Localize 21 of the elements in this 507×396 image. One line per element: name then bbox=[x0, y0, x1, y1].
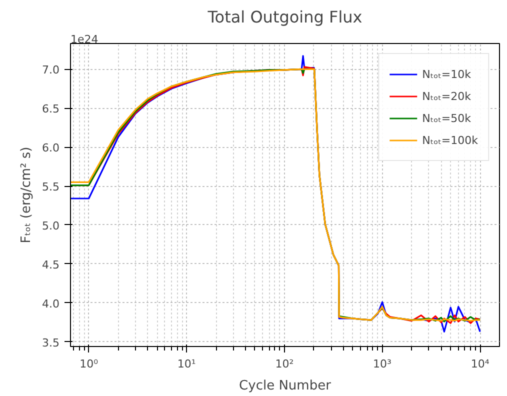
legend-label: Nₜₒₜ=50k bbox=[422, 112, 471, 124]
y-tick-label: 6.5 bbox=[42, 102, 60, 116]
x-tick-label: 10² bbox=[275, 358, 294, 370]
legend-label: Nₜₒₜ=10k bbox=[422, 68, 471, 80]
y-tick-label: 6.0 bbox=[42, 142, 60, 155]
legend-label: Nₜₒₜ=100k bbox=[422, 134, 478, 146]
x-tick-label: 10⁴ bbox=[470, 358, 490, 370]
y-tick-label: 3.5 bbox=[42, 336, 60, 350]
x-axis-title: Cycle Number bbox=[239, 378, 332, 394]
legend-label: Nₜₒₜ=20k bbox=[422, 90, 471, 102]
x-tick-label: 10⁰ bbox=[80, 358, 99, 370]
x-tick-label: 10¹ bbox=[177, 358, 196, 370]
y-tick-label: 7.0 bbox=[42, 64, 60, 77]
annotation: 1e24 bbox=[70, 33, 98, 46]
y-tick-label: 4.0 bbox=[42, 297, 60, 310]
y-tick-label: 5.5 bbox=[42, 180, 60, 194]
y-axis-title: Fₜₒₜ (erg/cm² s) bbox=[19, 146, 34, 244]
y-tick-label: 5.0 bbox=[42, 219, 60, 232]
x-tick-label: 10³ bbox=[373, 358, 392, 370]
chart-title: Total Outgoing Flux bbox=[206, 8, 362, 26]
y-tick-label: 4.5 bbox=[42, 258, 60, 272]
